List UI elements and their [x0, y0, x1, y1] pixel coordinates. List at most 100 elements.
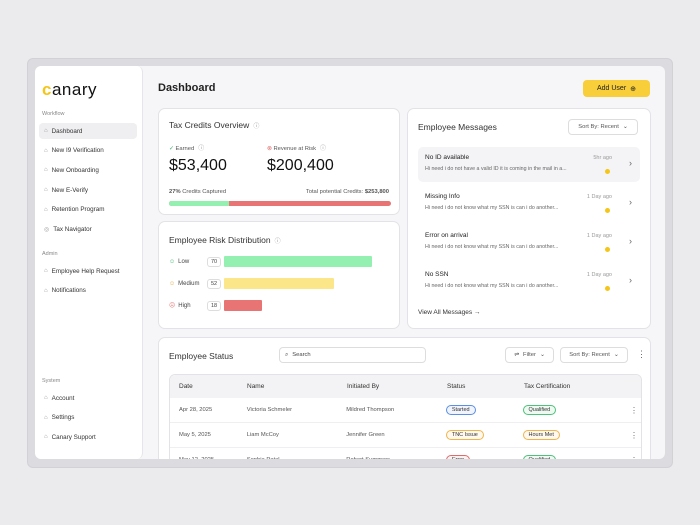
cert-badge: Hours Met [522, 430, 560, 440]
risk-bar [224, 300, 262, 311]
messages-sort-dropdown[interactable]: Sort By: Recent ⌄ [568, 119, 638, 135]
tax-credits-card: Tax Credits Overview ⓘ ✓ Earned ⓘ $53,400 … [158, 108, 400, 215]
row-menu-icon[interactable]: ⋮ [630, 430, 639, 440]
logo: canary [42, 80, 97, 99]
page-title: Dashboard [158, 82, 216, 94]
column-header[interactable]: Status [447, 383, 466, 390]
column-header[interactable]: Tax Certification [524, 383, 571, 390]
search-input[interactable]: ⌕ Search [279, 347, 426, 363]
risk-count: 52 [207, 278, 221, 289]
chevron-right-icon: › [629, 275, 632, 285]
home-icon: ⌂ [44, 268, 48, 274]
app: canary Workflow ⌂ Dashboard ⌂ New I9 Verific… [35, 66, 665, 459]
earned-value: $53,400 [169, 157, 227, 174]
sidebar-section-label: System [42, 378, 61, 384]
unread-dot [605, 286, 610, 291]
progress-fill [169, 201, 229, 206]
total-value: $253,800 [364, 189, 389, 195]
status-sort-dropdown[interactable]: Sort By: Recent ⌄ [560, 347, 628, 363]
add-user-button[interactable]: Add User ⊕ [583, 80, 650, 97]
home-icon: ⌂ [44, 187, 48, 194]
check-circle-icon: ✓ [169, 146, 174, 152]
main: Dashboard Add User ⊕ Tax Credits Overview… [143, 66, 665, 459]
column-header[interactable]: Name [247, 383, 265, 390]
sidebar-item[interactable]: ⌂ Retention Program [44, 206, 105, 214]
table-row[interactable]: May 5, 2025 Liam McCoy Jennifer Green TNC I… [170, 423, 641, 448]
status-badge: Error [445, 455, 471, 459]
info-icon[interactable]: ⓘ [253, 124, 260, 130]
filter-button[interactable]: ⇌ Filter ⌄ [505, 347, 554, 363]
home-icon: ⌂ [44, 147, 48, 154]
info-icon[interactable]: ⓘ [274, 239, 281, 245]
sidebar-section-label: Admin [42, 251, 58, 257]
risk-row: ☺ Low 70 [169, 256, 372, 267]
sidebar-item[interactable]: ⌂ Canary Support [44, 433, 96, 441]
risk-bar [224, 278, 334, 289]
info-icon[interactable]: ⓘ [320, 146, 327, 152]
chevron-down-icon: ⌄ [539, 352, 545, 358]
home-icon: ⌂ [44, 287, 48, 294]
captured-label: Credits Captured [182, 189, 227, 195]
risk-row: ☹ High 18 [169, 300, 262, 311]
card-title: Employee Risk Distribution [169, 235, 271, 245]
table-row[interactable]: Apr 28, 2025 Victoria Schmeler Mildred Tho… [170, 398, 641, 423]
sidebar-item[interactable]: ⌂ Dashboard [39, 123, 137, 139]
status-badge: Started [445, 405, 476, 415]
cert-badge: Qualified [522, 455, 557, 459]
column-header[interactable]: Initiated By [347, 383, 380, 390]
message-item[interactable]: No SSN Hi need i do not know what my SSN … [425, 271, 632, 291]
chevron-down-icon: ⌄ [622, 124, 628, 130]
search-icon: ⌕ [285, 351, 289, 358]
view-all-messages-link[interactable]: View All Messages → [418, 309, 481, 316]
sidebar-item[interactable]: ⌂ Notifications [44, 287, 86, 295]
row-menu-icon[interactable]: ⋮ [630, 405, 639, 415]
sidebar-item[interactable]: ⌂ New E-Verify [44, 186, 89, 194]
risk-value: $200,400 [267, 157, 334, 174]
message-item[interactable]: No ID available Hi need i do not have a v… [418, 147, 640, 182]
employee-status-card: Employee Status ⌕ Search ⇌ Filter ⌄ Sort By… [158, 337, 651, 459]
home-icon: ⌂ [44, 395, 48, 401]
location-pin-icon: ◎ [44, 227, 50, 233]
neutral-face-icon: ☺ [169, 280, 176, 287]
home-icon: ⌂ [44, 434, 48, 441]
more-options-icon[interactable]: ⋮ [637, 349, 646, 359]
chevron-right-icon: › [629, 197, 632, 207]
risk-count: 70 [207, 256, 221, 267]
arrow-right-icon: → [473, 309, 481, 316]
chevron-down-icon: ⌄ [613, 352, 619, 358]
risk-row: ☺ Medium 52 [169, 278, 334, 289]
captured-pct: 27% [169, 189, 181, 195]
row-menu-icon[interactable]: ⋮ [627, 456, 641, 460]
card-title: Tax Credits Overview [169, 120, 250, 130]
table-header: Date Name Initiated By Status Tax Certificat… [170, 375, 641, 398]
smile-icon: ☺ [169, 258, 176, 265]
sidebar: canary Workflow ⌂ Dashboard ⌂ New I9 Verific… [35, 66, 143, 459]
card-title: Employee Messages [418, 122, 497, 132]
message-item[interactable]: Missing Info Hi need i do not know what m… [425, 193, 632, 213]
status-badge: TNC Issue [445, 430, 484, 440]
plus-circle-icon: ⊕ [630, 85, 637, 93]
earned-label: Earned [175, 146, 195, 152]
sidebar-item[interactable]: ⌂ New Onboarding [44, 166, 99, 174]
total-label: Total potential Credits: [305, 189, 364, 195]
sidebar-item[interactable]: ◎ Tax Navigator [44, 226, 92, 233]
x-circle-icon: ⊗ [267, 146, 272, 152]
card-title: Employee Status [169, 351, 234, 361]
sidebar-item[interactable]: ⌂ Settings [44, 414, 75, 422]
sidebar-item[interactable]: ⌂ New I9 Verification [44, 147, 104, 155]
home-icon: ⌂ [44, 206, 48, 213]
sidebar-item[interactable]: ⌂ Account [44, 394, 75, 402]
chevron-right-icon: › [629, 158, 632, 168]
chevron-right-icon: › [629, 236, 632, 246]
sad-face-icon: ☹ [169, 303, 176, 309]
message-item[interactable]: Error on arrival Hi need i do not know wh… [425, 232, 632, 252]
column-header[interactable]: Date [179, 383, 193, 390]
home-icon: ⌂ [44, 414, 48, 421]
unread-dot [605, 247, 610, 252]
table-row[interactable]: May 12, 2025Sophia PatelRobert SummersEr… [170, 448, 641, 459]
risk-distribution-card: Employee Risk Distribution ⓘ ☺ Low 70 ☺ Mediu… [158, 221, 400, 329]
info-icon[interactable]: ⓘ [198, 146, 205, 152]
filter-icon: ⇌ [514, 352, 520, 358]
sidebar-item[interactable]: ⌂ Employee Help Request [44, 267, 120, 275]
risk-label: Revenue at Risk [273, 146, 317, 152]
